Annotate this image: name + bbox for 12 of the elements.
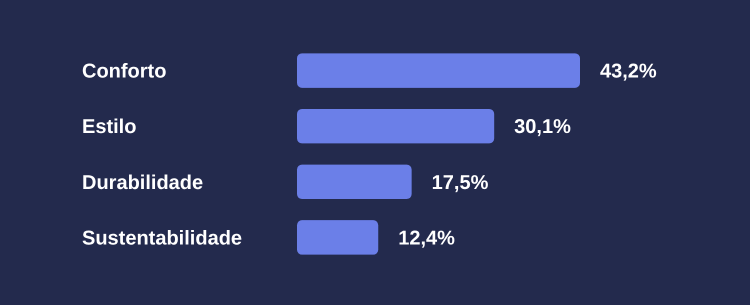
- data-label: 17,5%: [432, 172, 489, 194]
- y-tick-label: Estilo: [82, 116, 136, 138]
- bar: [297, 53, 580, 88]
- data-label: 30,1%: [514, 116, 572, 138]
- y-tick-label: Conforto: [82, 60, 166, 83]
- data-label: 43,2%: [600, 60, 657, 83]
- bar: [297, 164, 412, 200]
- y-tick-label: Durabilidade: [82, 172, 204, 194]
- data-label: 12,4%: [398, 227, 456, 250]
- y-tick-label: Sustentabilidade: [82, 227, 242, 250]
- bar: [297, 108, 494, 144]
- bar: [297, 220, 378, 255]
